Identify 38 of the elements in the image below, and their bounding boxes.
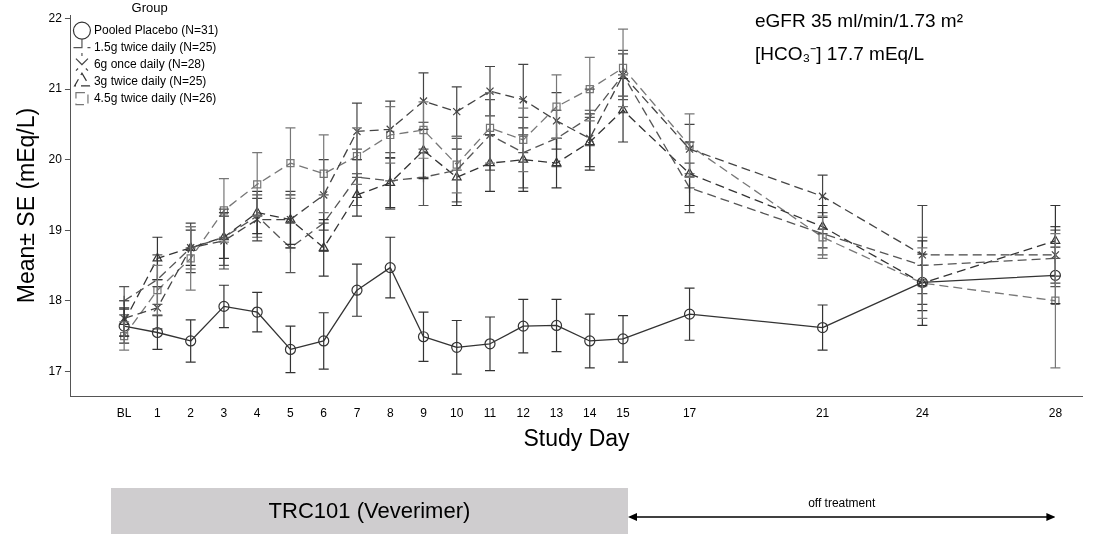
y-tick-label: 21 xyxy=(48,81,63,96)
x-tick-label: 9 xyxy=(420,405,428,420)
text: TRC101 (Veverimer) xyxy=(110,488,629,534)
x-tick-label: 6 xyxy=(320,405,328,420)
y-tick-label: 22 xyxy=(48,10,63,25)
x-tick-label: 2 xyxy=(187,405,195,420)
y-tick-label: 18 xyxy=(48,293,63,308)
legend-label: 4.5g twice daily (N=26) xyxy=(93,90,217,105)
annotation: eGFR 35 ml/min/1.73 m² xyxy=(755,10,963,32)
y-tick-label: 17 xyxy=(48,363,63,378)
x-tick-label: 10 xyxy=(450,405,464,420)
text: off treatment xyxy=(807,496,877,510)
legend-label: 6g once daily (N=28) xyxy=(93,56,206,71)
legend-label: 1.5g twice daily (N=25) xyxy=(93,39,217,54)
x-tick-label: 24 xyxy=(915,405,930,420)
x-tick-label: 13 xyxy=(549,405,564,420)
x-tick-label: 4 xyxy=(253,405,261,420)
legend-label: Pooled Placebo (N=31) xyxy=(93,22,219,37)
x-tick-label: 12 xyxy=(516,405,531,420)
x-tick-label: 17 xyxy=(682,405,697,420)
x-axis-title: Study Day xyxy=(523,424,631,451)
x-tick-label: 3 xyxy=(220,405,228,420)
x-tick-label: 7 xyxy=(353,405,361,420)
x-tick-label: 21 xyxy=(815,405,830,420)
y-tick-label: 19 xyxy=(48,222,63,237)
y-axis-title: Mean± SE (mEq/L) xyxy=(13,107,40,304)
x-tick-label: 28 xyxy=(1048,405,1063,420)
x-tick-label: 15 xyxy=(616,405,631,420)
y-tick-label: 20 xyxy=(48,151,63,166)
x-tick-label: 8 xyxy=(386,405,394,420)
x-tick-label: 14 xyxy=(583,405,597,420)
legend-label: 3g twice daily (N=25) xyxy=(93,73,207,88)
legend-title: Group xyxy=(131,0,168,16)
annotation: [HCO₃⁻] 17.7 mEq/L xyxy=(755,42,924,66)
x-tick-label: BL xyxy=(116,405,132,420)
x-tick-label: 5 xyxy=(287,405,295,420)
x-tick-label: 1 xyxy=(154,405,162,420)
x-tick-label: 11 xyxy=(483,405,497,420)
